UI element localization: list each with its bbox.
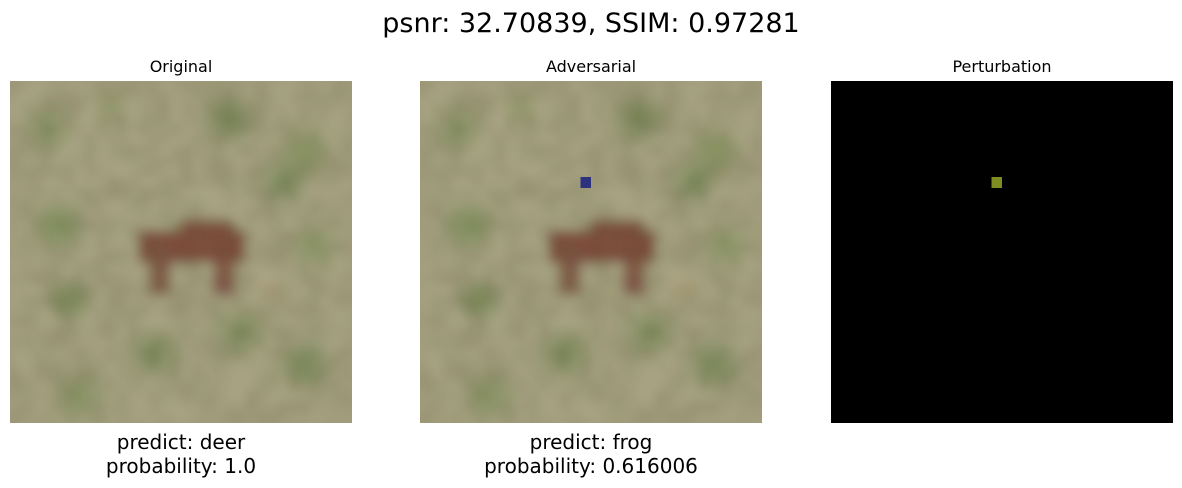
- panel-title-original: Original: [149, 57, 213, 76]
- panel-title-perturbation: Perturbation: [952, 57, 1052, 76]
- caption-original: predict: deer probability: 1.0: [0, 430, 392, 478]
- figure-title: psnr: 32.70839, SSIM: 0.97281: [382, 8, 800, 39]
- panel-original: Original predict: deer probability: 1.0: [10, 56, 352, 478]
- perturbation-image: [831, 81, 1173, 423]
- adversarial-pixel: [580, 177, 591, 188]
- predict-label-original: predict: deer: [116, 430, 246, 454]
- adversarial-image: [420, 81, 762, 423]
- original-image: [10, 81, 352, 423]
- panel-perturbation: Perturbation: [831, 56, 1173, 423]
- probability-label-original: probability: 1.0: [105, 454, 257, 478]
- caption-adversarial: predict: frog probability: 0.616006: [380, 430, 802, 478]
- probability-label-adversarial: probability: 0.616006: [484, 454, 698, 478]
- perturbation-pixel: [991, 177, 1002, 188]
- panel-title-adversarial: Adversarial: [545, 57, 637, 76]
- panel-adversarial: Adversarial predict: frog probability: 0…: [420, 56, 762, 478]
- predict-label-adversarial: predict: frog: [529, 430, 653, 454]
